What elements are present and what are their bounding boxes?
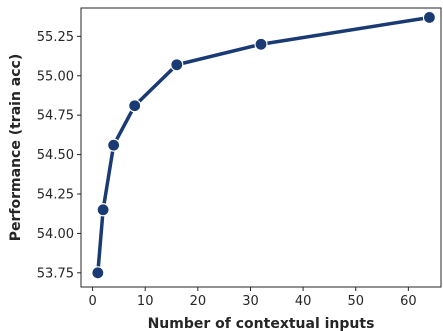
data-point [422, 10, 437, 25]
y-tick-label: 54.25 [37, 188, 74, 203]
y-tick-label: 54.75 [37, 109, 74, 124]
series-layer [91, 10, 437, 280]
plot-frame [80, 7, 442, 288]
x-tick-label: 30 [242, 294, 259, 309]
data-point [96, 203, 110, 217]
x-axis: 0 10 20 30 40 50 60 [88, 287, 417, 309]
y-axis-label: Performance (train acc) [8, 54, 24, 241]
plot-area [80, 7, 442, 288]
y-axis: 53.75 54.00 54.25 54.50 54.75 55.00 55.25 [37, 30, 81, 281]
y-tick-label: 54.00 [37, 227, 74, 242]
y-tick-label: 54.50 [37, 148, 74, 163]
data-point [107, 138, 121, 152]
x-tick-label: 0 [88, 294, 96, 309]
data-point [128, 99, 142, 113]
x-tick-label: 50 [347, 294, 364, 309]
data-point [170, 58, 184, 72]
x-tick-label: 60 [400, 294, 417, 309]
data-point [91, 266, 105, 280]
data-point [254, 37, 268, 51]
y-tick-label: 53.75 [37, 266, 74, 281]
y-tick-label: 55.25 [37, 30, 74, 45]
x-axis-label: Number of contextual inputs [148, 316, 375, 331]
y-tick-label: 55.00 [37, 69, 74, 84]
x-tick-label: 40 [295, 294, 312, 309]
x-tick-label: 10 [137, 294, 154, 309]
x-tick-label: 20 [190, 294, 207, 309]
